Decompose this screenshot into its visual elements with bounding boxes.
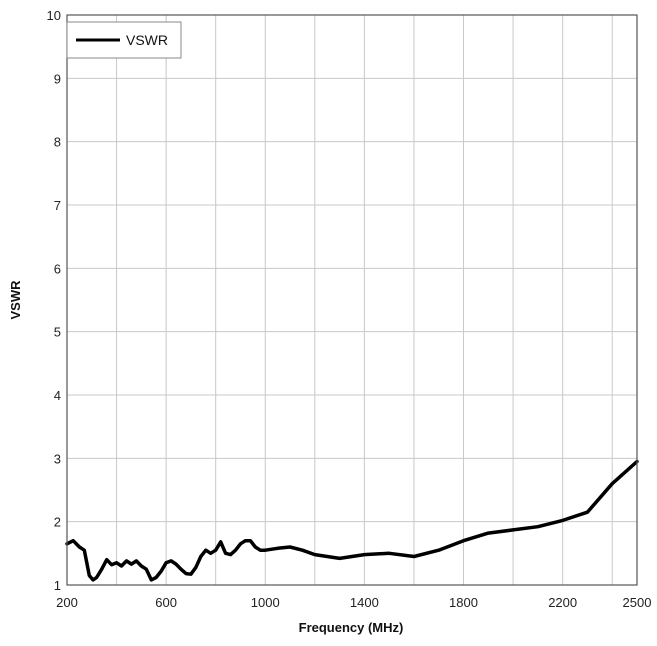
- y-tick-label: 3: [54, 451, 61, 466]
- y-tick-label: 9: [54, 71, 61, 86]
- x-axis-ticks: 200 600 1000 1400 1800 2200 2500: [56, 595, 651, 610]
- x-axis-label: Frequency (MHz): [299, 620, 404, 635]
- y-tick-label: 5: [54, 325, 61, 340]
- x-tick-label: 600: [155, 595, 177, 610]
- series-line-vswr: [65, 459, 639, 582]
- y-tick-label: 1: [54, 578, 61, 593]
- plot-frame: [66, 14, 638, 586]
- y-tick-label: 4: [54, 388, 61, 403]
- legend: VSWR: [66, 21, 182, 59]
- y-axis-label: VSWR: [8, 280, 23, 320]
- x-tick-label: 2500: [623, 595, 652, 610]
- x-tick-label: 1000: [251, 595, 280, 610]
- y-tick-label: 6: [54, 261, 61, 276]
- x-tick-label: 2200: [548, 595, 577, 610]
- series-layer: [65, 459, 639, 582]
- y-tick-label: 2: [54, 515, 61, 530]
- x-tick-label: 200: [56, 595, 78, 610]
- y-tick-label: 8: [54, 135, 61, 150]
- y-axis-ticks: 1 2 3 4 5 6 7 8 9 10: [47, 8, 61, 593]
- legend-label-vswr: VSWR: [126, 32, 168, 48]
- y-tick-label: 7: [54, 198, 61, 213]
- y-tick-label: 10: [47, 8, 61, 23]
- x-tick-label: 1400: [350, 595, 379, 610]
- x-tick-label: 1800: [449, 595, 478, 610]
